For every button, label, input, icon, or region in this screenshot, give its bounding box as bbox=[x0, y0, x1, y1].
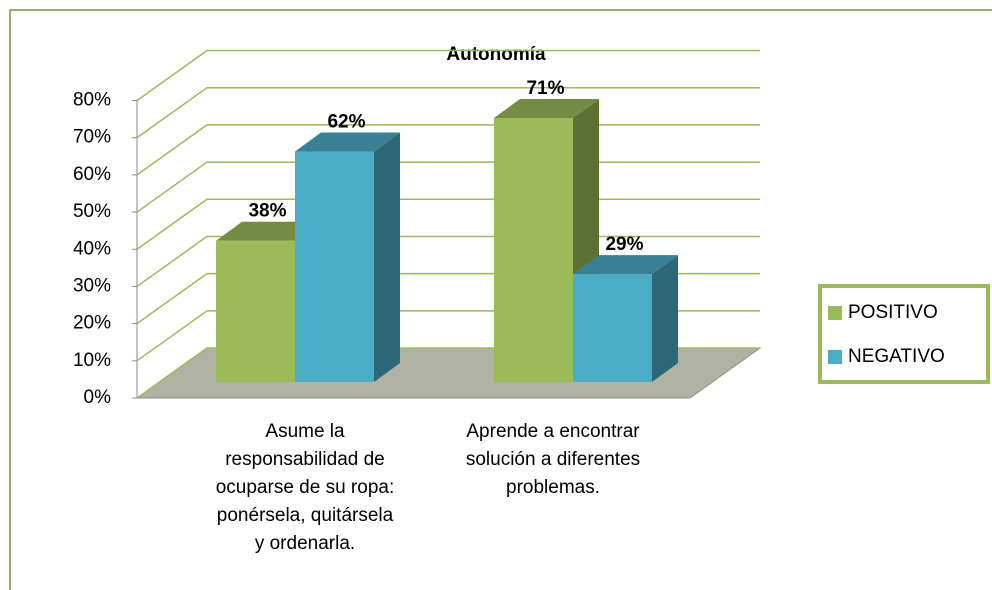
bar-top bbox=[216, 221, 321, 241]
y-tick-label: 80% bbox=[73, 90, 111, 111]
bar bbox=[573, 274, 652, 382]
y-tick-label: 10% bbox=[73, 350, 111, 371]
bar bbox=[295, 151, 374, 382]
bar bbox=[216, 240, 295, 382]
y-tick-label: 70% bbox=[73, 127, 111, 148]
bar-top bbox=[494, 98, 599, 118]
legend-label: POSITIVO bbox=[848, 302, 938, 323]
bar-top bbox=[295, 132, 400, 152]
grid-line bbox=[136, 161, 760, 213]
y-tick-label: 50% bbox=[73, 201, 111, 222]
bar-side bbox=[374, 132, 400, 382]
chart-title: Autonomía bbox=[446, 44, 546, 65]
x-tick-label: Asume la responsabilidad de ocuparse de … bbox=[215, 421, 395, 554]
y-tick-label: 60% bbox=[73, 164, 111, 185]
chart-border bbox=[9, 9, 992, 590]
legend-swatch bbox=[828, 306, 842, 320]
data-label: 62% bbox=[327, 111, 365, 132]
data-label: 71% bbox=[526, 78, 564, 99]
bar bbox=[494, 117, 573, 382]
legend-swatch bbox=[828, 350, 842, 364]
x-tick-label: Aprende a encontrar solución a diferente… bbox=[465, 421, 641, 498]
data-label: 38% bbox=[248, 201, 286, 222]
legend-label: NEGATIVO bbox=[848, 346, 945, 367]
bar-top bbox=[573, 255, 678, 275]
y-tick-label: 0% bbox=[84, 387, 112, 408]
grid-line bbox=[136, 49, 760, 102]
data-label: 29% bbox=[605, 234, 643, 255]
grid-line bbox=[136, 86, 760, 139]
y-tick-label: 20% bbox=[73, 313, 111, 334]
y-tick-label: 30% bbox=[73, 275, 111, 296]
bar-side bbox=[652, 255, 678, 382]
legend-box bbox=[818, 284, 990, 384]
grid-line bbox=[136, 124, 760, 176]
y-tick-label: 40% bbox=[73, 238, 111, 259]
